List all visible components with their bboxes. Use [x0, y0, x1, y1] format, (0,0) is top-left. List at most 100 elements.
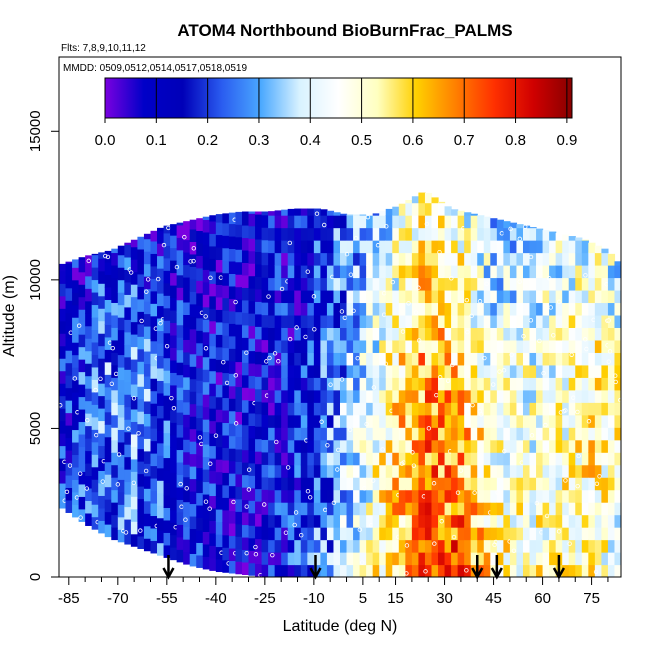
heatmap-cell — [568, 427, 576, 441]
heatmap-cell — [451, 489, 459, 503]
heatmap-cell — [163, 507, 171, 521]
heatmap-cell — [470, 227, 478, 241]
sample-marker — [203, 314, 208, 319]
heatmap-cell — [346, 314, 354, 328]
heatmap-cell — [522, 414, 531, 428]
heatmap-cell — [444, 452, 452, 466]
heatmap-cell — [307, 314, 315, 328]
heatmap-cell — [568, 489, 576, 503]
heatmap-cell — [104, 486, 112, 500]
heatmap-cell — [385, 464, 393, 478]
heatmap-cell — [300, 552, 308, 566]
heatmap-cell — [496, 327, 504, 341]
heatmap-cell — [581, 439, 589, 453]
heatmap-cell — [366, 527, 374, 541]
heatmap-cell — [176, 399, 184, 413]
heatmap-cell — [444, 265, 452, 279]
heatmap-cell — [379, 539, 387, 553]
heatmap-cell — [607, 327, 616, 341]
heatmap-cell — [503, 539, 511, 553]
heatmap-cell — [333, 477, 341, 491]
sample-marker — [528, 254, 534, 260]
heatmap-cell — [379, 211, 387, 216]
heatmap-cell — [176, 324, 184, 338]
heatmap-cell — [189, 503, 197, 517]
heatmap-cell — [464, 302, 472, 316]
heatmap-cell — [130, 421, 139, 435]
heatmap-cell — [72, 479, 80, 493]
heatmap-cell — [405, 314, 413, 328]
heatmap-cell — [392, 327, 400, 341]
heatmap-cell — [183, 314, 191, 328]
heatmap-cell — [372, 289, 380, 304]
heatmap-cell — [143, 388, 152, 402]
sample-marker — [128, 270, 134, 275]
heatmap-cell — [117, 516, 125, 530]
heatmap-cell — [405, 364, 413, 378]
heatmap-cell — [562, 339, 570, 353]
heatmap-cell — [268, 402, 276, 416]
heatmap-cell — [353, 489, 361, 503]
heatmap-cell — [78, 359, 86, 373]
heatmap-cell — [614, 439, 621, 453]
heatmap-cell — [287, 439, 295, 453]
heatmap-cell — [294, 240, 302, 254]
heatmap-cell — [431, 197, 439, 204]
heatmap-cell — [418, 527, 426, 541]
heatmap-cell — [111, 452, 119, 466]
heatmap-cell — [333, 289, 341, 304]
sample-marker — [103, 253, 108, 259]
heatmap-cell — [183, 401, 191, 415]
heatmap-cell — [85, 475, 93, 489]
heatmap-cell — [59, 370, 67, 384]
heatmap-cell — [431, 502, 439, 516]
heatmap-cell — [490, 377, 498, 391]
heatmap-cell — [209, 420, 217, 434]
heatmap-cell — [555, 389, 563, 403]
heatmap-cell — [372, 314, 380, 328]
heatmap-cell — [477, 539, 485, 553]
heatmap-cell — [170, 359, 178, 373]
heatmap-cell — [490, 439, 498, 453]
heatmap-cell — [274, 389, 282, 403]
heatmap-cell — [209, 258, 217, 272]
heatmap-cell — [215, 484, 223, 498]
heatmap-cell — [150, 440, 158, 454]
heatmap-cell — [255, 463, 263, 477]
heatmap-cell — [516, 452, 524, 466]
heatmap-cell — [588, 327, 596, 341]
heatmap-cell — [379, 265, 387, 279]
heatmap-cell — [340, 514, 348, 528]
heatmap-cell — [72, 317, 80, 331]
heatmap-cell — [516, 527, 524, 541]
heatmap-cell — [516, 539, 524, 553]
heatmap-cell — [372, 427, 380, 441]
heatmap-cell — [111, 502, 119, 516]
heatmap-cell — [209, 383, 217, 397]
heatmap-cell — [170, 547, 178, 561]
heatmap-cell — [411, 252, 420, 266]
heatmap-cell — [562, 289, 570, 304]
sample-marker — [502, 449, 507, 454]
heatmap-cell — [483, 427, 491, 441]
heatmap-cell — [503, 364, 511, 378]
heatmap-cell — [398, 327, 406, 341]
heatmap-cell — [457, 389, 465, 403]
heatmap-cell — [287, 552, 295, 566]
heatmap-cell — [464, 389, 472, 403]
heatmap-cell — [575, 252, 583, 266]
heatmap-cell — [601, 489, 609, 503]
heatmap-cell — [91, 491, 99, 505]
sample-marker — [484, 281, 489, 287]
heatmap-cell — [130, 433, 139, 447]
heatmap-cell — [581, 252, 589, 266]
sample-marker — [544, 513, 550, 519]
heatmap-cell — [549, 527, 557, 541]
heatmap-cell — [150, 415, 158, 429]
heatmap-cell — [281, 439, 289, 453]
heatmap-cell — [464, 212, 472, 216]
heatmap-cell — [189, 241, 197, 255]
heatmap-cell — [340, 552, 348, 566]
heatmap-cell — [496, 339, 504, 353]
heatmap-cell — [522, 227, 531, 241]
